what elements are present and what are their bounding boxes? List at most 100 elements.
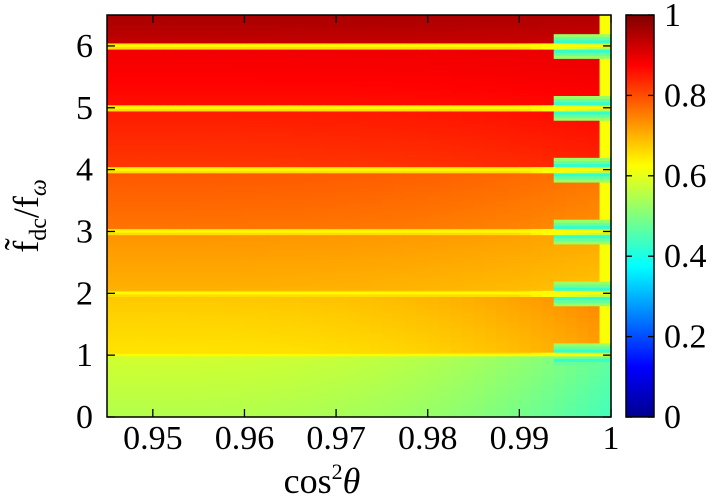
heatmap-cell: [221, 345, 234, 350]
heatmap-cell: [313, 110, 326, 115]
heatmap-cell: [118, 311, 131, 316]
heatmap-cell: [221, 243, 234, 248]
heatmap-cell: [301, 101, 314, 106]
heatmap-cell: [427, 203, 440, 208]
heatmap-cell: [198, 64, 211, 69]
heatmap-cell: [462, 169, 475, 174]
heatmap-cell: [381, 327, 394, 332]
heatmap-cell: [313, 83, 326, 87]
heatmap-cell: [496, 188, 509, 192]
heatmap-cell: [519, 45, 532, 50]
heatmap-cell: [496, 314, 509, 319]
heatmap-cell: [496, 33, 509, 38]
heatmap-cell: [107, 64, 120, 69]
heatmap-cell: [530, 225, 543, 229]
heatmap-cell: [485, 92, 498, 96]
heatmap-cell: [210, 169, 223, 174]
heatmap-cell: [416, 86, 429, 90]
heatmap-cell: [485, 324, 498, 328]
heatmap-cell: [233, 92, 246, 96]
heatmap-cell: [187, 101, 200, 106]
heatmap-cell: [175, 222, 188, 226]
heatmap-cell: [290, 73, 303, 78]
heatmap-cell: [118, 348, 131, 353]
heatmap-cell: [381, 203, 394, 208]
heatmap-cell: [187, 203, 200, 208]
heatmap-cell: [462, 18, 475, 22]
heatmap-cell: [462, 172, 475, 177]
heatmap-cell: [313, 305, 326, 310]
heatmap-cell: [462, 33, 475, 38]
heatmap-cell: [393, 52, 406, 56]
heatmap-cell: [141, 197, 154, 202]
heatmap-cell: [267, 339, 280, 344]
heatmap-cell: [301, 361, 314, 366]
heatmap-cell: [290, 389, 303, 393]
heatmap-cell: [175, 410, 188, 415]
heatmap-cell: [164, 45, 177, 50]
heatmap-cell: [210, 345, 223, 350]
heatmap-cell: [255, 253, 268, 257]
heatmap-cell: [473, 318, 486, 322]
heatmap-cell: [221, 191, 234, 195]
heatmap-cell: [290, 86, 303, 90]
heatmap-cell: [427, 76, 440, 81]
heatmap-cell: [485, 339, 498, 344]
heatmap-cell: [152, 89, 165, 93]
heatmap-cell: [462, 296, 475, 301]
heatmap-cell: [313, 361, 326, 366]
heatmap-cell: [152, 33, 165, 38]
heatmap-cell: [416, 212, 429, 217]
heatmap-cell: [473, 126, 486, 131]
heatmap-cell: [370, 126, 383, 131]
heatmap-cell: [324, 21, 337, 25]
heatmap-cell: [393, 234, 406, 239]
heatmap-cell: [301, 64, 314, 69]
heatmap-cell: [301, 410, 314, 415]
heatmap-cell: [485, 30, 498, 35]
heatmap-cell: [175, 398, 188, 403]
heatmap-cell: [118, 324, 131, 328]
heatmap-cell: [187, 132, 200, 137]
heatmap-cell: [301, 256, 314, 260]
heatmap-cell: [359, 277, 372, 282]
heatmap-cell: [450, 197, 463, 202]
heatmap-cell: [530, 191, 543, 195]
heatmap-cell: [278, 151, 291, 155]
heatmap-cell: [141, 246, 154, 251]
heatmap-cell: [233, 36, 246, 41]
heatmap-cell: [381, 194, 394, 199]
heatmap-cell: [530, 169, 543, 174]
heatmap-cell: [107, 342, 120, 347]
heatmap-cell: [290, 348, 303, 353]
heatmap-cell: [107, 256, 120, 260]
heatmap-cell: [530, 52, 543, 56]
heatmap-cell: [233, 172, 246, 177]
heatmap-cell: [381, 333, 394, 338]
heatmap-cell: [427, 231, 440, 236]
heatmap-cell: [347, 237, 360, 242]
heatmap-cell: [519, 98, 532, 103]
heatmap-cell: [244, 157, 257, 161]
heatmap-cell: [507, 358, 520, 362]
heatmap-cell: [519, 95, 532, 100]
heatmap-cell: [267, 45, 280, 50]
heatmap-cell: [370, 64, 383, 69]
heatmap-cell: [164, 370, 177, 375]
heatmap-cell: [290, 401, 303, 406]
heatmap-cell: [530, 21, 543, 25]
heatmap-cell: [255, 185, 268, 189]
heatmap-cell: [393, 392, 406, 396]
heatmap-cell: [359, 376, 372, 381]
heatmap-cell: [450, 92, 463, 96]
heatmap-cell: [107, 321, 120, 325]
heatmap-cell: [141, 95, 154, 100]
heatmap-cell: [164, 311, 177, 316]
heatmap-cell: [118, 339, 131, 344]
heatmap-cell: [519, 225, 532, 229]
heatmap-cell: [301, 296, 314, 301]
heatmap-cell: [187, 389, 200, 393]
heatmap-cell: [221, 274, 234, 279]
heatmap-cell: [233, 120, 246, 124]
heatmap-cell: [107, 389, 120, 393]
